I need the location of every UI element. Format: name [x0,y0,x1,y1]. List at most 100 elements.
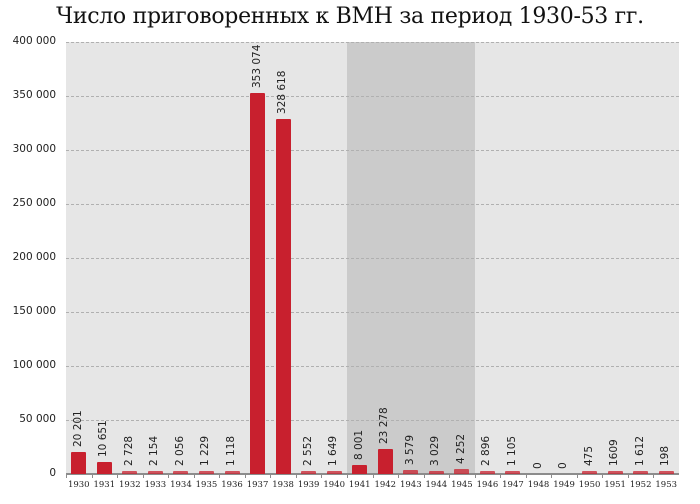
x-tick-mark [551,474,553,478]
x-tick-mark [372,474,374,478]
bar-1943 [403,470,419,474]
x-tick-label: 1930 [67,480,90,490]
bar-1946 [479,470,495,474]
bar-1938 [275,119,291,474]
x-tick-label: 1940 [323,480,345,490]
value-label: 1 229 [199,435,212,466]
y-tick-label: 150 000 [12,305,56,317]
x-tick-label: 1931 [93,480,116,490]
x-tick-mark [168,474,170,478]
value-label: 475 [582,445,595,466]
x-tick-label: 1942 [374,480,397,490]
bar-1937 [250,92,266,474]
x-tick-mark [653,474,655,478]
value-label: 8 001 [352,430,365,461]
x-tick-label: 1936 [221,480,243,490]
value-label: 4 252 [454,434,467,465]
x-tick-mark [576,474,578,478]
value-label: 2 552 [301,435,314,466]
x-tick-label: 1948 [527,480,550,490]
x-tick-label: 1933 [144,480,167,490]
x-tick-mark [423,474,425,478]
bar-1932 [122,471,138,474]
value-label: 3 029 [429,435,442,466]
value-label: 10 651 [97,420,110,458]
value-label: 2 154 [148,435,161,466]
bar-1939 [301,471,317,474]
y-tick-label: 250 000 [12,197,56,209]
x-tick-mark [295,474,297,478]
bar-1935 [198,471,214,474]
value-label: 20 201 [71,410,84,448]
bar-1944 [428,470,444,474]
x-tick-label: 1945 [451,480,473,490]
value-label: 1609 [608,439,621,466]
x-tick-label: 1934 [170,480,192,490]
x-tick-label: 1932 [119,480,141,490]
x-tick-label: 1943 [399,480,422,490]
x-tick-label: 1949 [553,480,575,490]
plot-area [66,42,679,475]
x-tick-mark [244,474,246,478]
x-tick-label: 1947 [502,480,524,490]
x-tick-mark [449,474,451,478]
x-tick-mark [117,474,119,478]
value-label: 2 896 [480,435,493,466]
x-tick-label: 1941 [348,480,371,490]
x-tick-label: 1937 [246,480,269,490]
value-label: 1 612 [633,435,646,466]
x-tick-mark [91,474,93,478]
x-tick-mark [219,474,221,478]
gridline [66,258,679,259]
value-label: 3 579 [403,435,416,466]
x-tick-label: 1944 [425,480,448,490]
value-label: 1 649 [327,435,340,466]
bar-1934 [173,471,189,474]
x-tick-mark [525,474,527,478]
x-tick-label: 1951 [604,480,626,490]
value-label: 353 074 [250,44,263,88]
bar-1947 [505,471,521,474]
gridline [66,150,679,151]
gridline [66,42,679,43]
x-tick-mark [474,474,476,478]
x-tick-label: 1946 [476,480,499,490]
value-label: 1 118 [225,435,238,466]
gridline [66,420,679,421]
x-tick-mark [66,474,67,478]
bar-1950 [582,471,598,474]
x-tick-label: 1952 [629,480,652,490]
x-tick-mark [193,474,195,478]
x-tick-label: 1938 [272,480,294,490]
bar-1936 [224,471,240,474]
x-tick-label: 1939 [297,480,320,490]
y-tick-label: 100 000 [12,359,56,371]
x-tick-label: 1953 [655,480,678,490]
bar-1942 [377,448,393,474]
chart-title: Число приговоренных к ВМН за период 1930… [56,4,644,29]
gridline [66,204,679,205]
bar-1952 [633,471,649,474]
gridline [66,366,679,367]
bar-1951 [607,471,623,474]
y-tick-label: 0 [49,467,56,479]
y-tick-label: 350 000 [12,89,56,101]
bar-1945 [454,469,470,474]
y-tick-label: 50 000 [19,413,56,425]
x-tick-mark [602,474,604,478]
x-tick-mark [270,474,272,478]
value-label: 0 [531,462,544,469]
x-tick-mark [627,474,629,478]
gridline [66,96,679,97]
x-tick-label: 1950 [578,480,601,490]
value-label: 2 728 [122,435,135,466]
y-tick-label: 400 000 [12,35,56,47]
bar-1933 [147,471,163,474]
x-tick-label: 1935 [195,480,218,490]
bar-1941 [352,465,368,474]
x-tick-mark [500,474,502,478]
value-label: 2 056 [173,435,186,466]
bar-1953 [658,471,674,474]
value-label: 1 105 [505,435,518,466]
gridline [66,312,679,313]
